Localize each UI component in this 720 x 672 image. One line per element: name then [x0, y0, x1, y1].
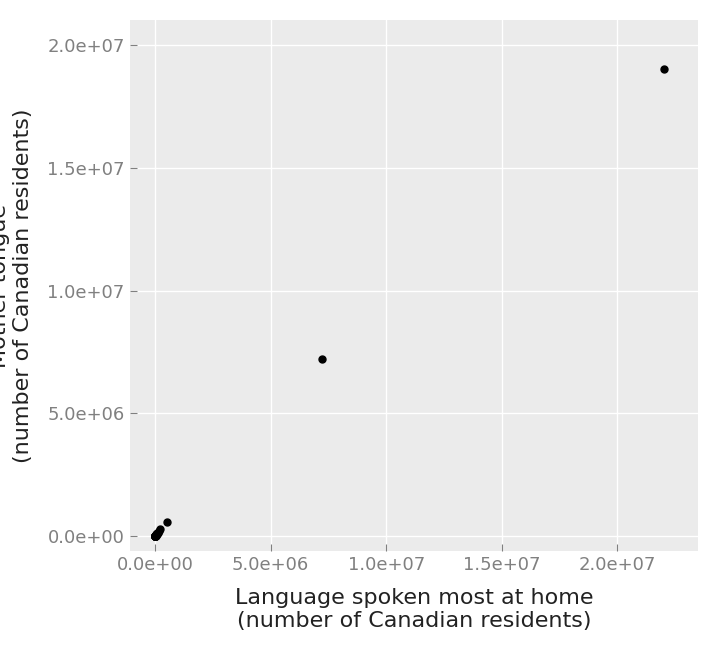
Point [150, 530, 161, 541]
Point [149, 531, 161, 542]
Point [149, 531, 161, 542]
Point [161, 516, 172, 527]
Point [151, 528, 163, 539]
Point [150, 530, 161, 541]
Point [150, 531, 161, 542]
Point [149, 531, 161, 542]
Point [154, 523, 166, 534]
Point [150, 530, 161, 541]
Point [150, 530, 161, 541]
Point [153, 526, 164, 537]
Point [150, 530, 161, 541]
Point [150, 531, 161, 542]
Point [658, 64, 670, 75]
Point [150, 529, 162, 540]
Point [149, 531, 161, 542]
Point [150, 530, 161, 541]
Point [152, 528, 163, 538]
Point [149, 531, 161, 542]
Point [150, 530, 162, 540]
Point [150, 531, 161, 542]
Point [150, 531, 161, 542]
Point [149, 531, 161, 542]
Point [316, 354, 328, 365]
Point [150, 530, 162, 540]
X-axis label: Language spoken most at home
(number of Canadian residents): Language spoken most at home (number of … [235, 588, 593, 631]
Point [152, 528, 163, 539]
Y-axis label: Mother tongue
(number of Canadian residents): Mother tongue (number of Canadian reside… [0, 108, 33, 463]
